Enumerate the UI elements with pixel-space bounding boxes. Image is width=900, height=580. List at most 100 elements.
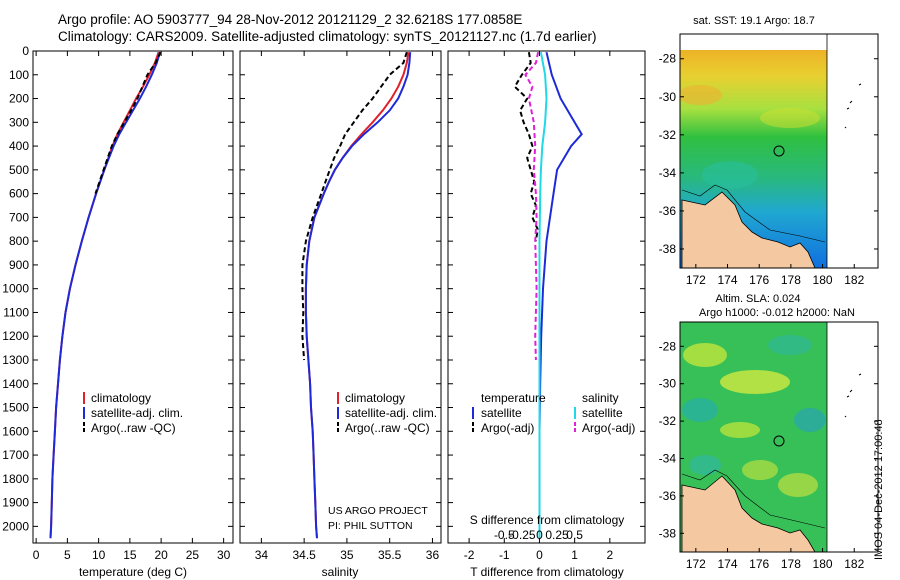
legend-label-climatology: climatology [91, 391, 151, 405]
map-y-tick-label: -38 [659, 526, 677, 540]
temperature-xlabel: temperature (deg C) [79, 565, 187, 579]
temperature-axes-frame [32, 50, 234, 544]
map-y-tick-label: -28 [659, 339, 677, 353]
new-zealand-land [681, 191, 816, 268]
header-line-2: Climatology: CARS2009. Satellite-adjuste… [58, 29, 597, 44]
map-y-tick-label: -28 [659, 52, 677, 66]
ps-series-argo-raw-qc- [301, 51, 408, 361]
pd-series-t-argo-adj- [513, 52, 539, 242]
y-tick-label: 1500 [2, 401, 29, 415]
map-y-tick-label: -32 [659, 414, 677, 428]
sla-map-frame [679, 321, 879, 553]
x-tick-label: 1 [571, 548, 578, 562]
y-tick-label: 1200 [2, 329, 29, 343]
x-tick-label: 0 [33, 548, 40, 562]
new-zealand-land [681, 475, 816, 552]
y-tick-label: 200 [9, 92, 29, 106]
y-tick-label: 0 [22, 44, 29, 58]
x-tick-label: 30 [217, 548, 231, 562]
s-tick-label: 0.5 [566, 528, 583, 542]
y-tick-label: 600 [9, 187, 29, 201]
legend-label-satellite: satellite-adj. clim. [91, 406, 183, 420]
map-y-tick-label: -34 [659, 166, 677, 180]
y-tick-label: 1700 [2, 448, 29, 462]
legend-label-s-satellite: satellite [582, 406, 623, 420]
map-y-tick-label: -34 [659, 452, 677, 466]
x-tick-label: 15 [123, 548, 137, 562]
salinity-panel: 34 34.5 35 35.5 36 salinity [239, 50, 442, 579]
sla-map: 172 174 176 178 180 182 -28 -30 -32 -34 -36 -38 [659, 321, 879, 571]
x-tick-label: -1 [499, 548, 510, 562]
y-tick-label: 500 [9, 163, 29, 177]
x-tick-label: -2 [464, 548, 475, 562]
map-x-tick-label: 178 [781, 273, 801, 287]
argo-float-marker-sla [773, 435, 785, 447]
legend-label-argo: Argo(..raw -QC) [91, 421, 176, 435]
s-tick-label: -0.5 [494, 528, 515, 542]
pt-series-argo-raw-qc- [94, 51, 162, 194]
map-y-tick-label: -32 [659, 128, 677, 142]
map-x-tick-label: 172 [686, 273, 706, 287]
x-tick-label: 0 [536, 548, 543, 562]
pi-credit: PI: PHIL SUTTON [328, 520, 413, 532]
difference-legend: temperature salinity satellite Argo(-adj… [472, 391, 635, 435]
x-tick-label: 20 [154, 548, 168, 562]
map-x-tick-label: 182 [844, 273, 864, 287]
legend-header-salinity: salinity [582, 391, 619, 405]
x-tick-label: 2 [606, 548, 613, 562]
map-x-tick-label: 180 [813, 557, 833, 571]
y-tick-label: 1300 [2, 353, 29, 367]
y-tick-label: 1400 [2, 377, 29, 391]
sst-map: 172 174 176 178 180 182 -28 -30 -32 -34 -36 -38 [659, 33, 879, 287]
argo-float-marker-sst [773, 145, 785, 157]
difference-axes-frame [447, 50, 646, 544]
x-tick-label: 34.5 [292, 548, 316, 562]
legend-label-climatology: climatology [345, 391, 405, 405]
salinity-xlabel: salinity [322, 565, 359, 579]
map-x-tick-label: 172 [686, 557, 706, 571]
x-tick-label: 10 [92, 548, 106, 562]
temperature-panel: 0 5 10 15 20 25 300100200300400500600700800900… [2, 44, 234, 579]
map-y-tick-label: -36 [659, 204, 677, 218]
y-tick-label: 900 [9, 258, 29, 272]
legend-label-argo: Argo(..raw -QC) [345, 421, 430, 435]
y-tick-label: 1900 [2, 496, 29, 510]
y-tick-label: 800 [9, 234, 29, 248]
y-tick-label: 1000 [2, 282, 29, 296]
map-x-tick-label: 176 [749, 273, 769, 287]
sst-map-frame [679, 33, 879, 269]
pd-series-s-argo-adj- [524, 51, 540, 361]
x-tick-label: 35.5 [378, 548, 402, 562]
project-credit: US ARGO PROJECT [328, 505, 428, 517]
s-tick-label: 0.25 [545, 528, 569, 542]
y-tick-label: 2000 [2, 519, 29, 533]
legend-label-t-argo: Argo(-adj) [481, 421, 534, 435]
pt-series-satellite-adj-clim- [49, 51, 161, 539]
map-x-tick-label: 174 [718, 557, 738, 571]
difference-panel: -2 -1 0 1 2 -0.5-0.25 0 0.250.5 S difference fr… [447, 50, 646, 579]
map-y-tick-label: -30 [659, 90, 677, 104]
sla-map-title-1: Altim. SLA: 0.024 [716, 293, 801, 305]
ps-series-satellite-adj-clim- [304, 52, 412, 539]
map-x-tick-label: 180 [813, 273, 833, 287]
x-tick-label: 34 [255, 548, 269, 562]
salinity-legend: climatology satellite-adj. clim. Argo(..… [337, 391, 437, 435]
map-x-tick-label: 174 [718, 273, 738, 287]
s-difference-xlabel: S difference from climatology [470, 513, 625, 527]
x-tick-label: 5 [64, 548, 71, 562]
sst-map-title: sat. SST: 19.1 Argo: 18.7 [693, 15, 815, 27]
map-x-tick-label: 176 [749, 557, 769, 571]
y-tick-label: 100 [9, 68, 29, 82]
sla-map-title-2: Argo h1000: -0.012 h2000: NaN [699, 307, 855, 319]
s-tick-label: -0.25 [508, 528, 536, 542]
map-y-tick-label: -30 [659, 377, 677, 391]
legend-header-temperature: temperature [481, 391, 546, 405]
y-tick-label: 1600 [2, 424, 29, 438]
pd-series-s-satellite [538, 52, 548, 539]
t-difference-xlabel: T difference from climatology [470, 565, 624, 579]
x-tick-label: 35 [340, 548, 354, 562]
s-tick-label: 0 [536, 528, 543, 542]
map-x-tick-label: 182 [844, 557, 864, 571]
header-line-1: Argo profile: AO 5903777_94 28-Nov-2012 … [58, 12, 523, 27]
